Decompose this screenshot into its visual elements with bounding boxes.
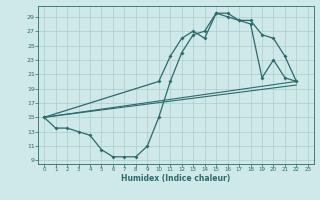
X-axis label: Humidex (Indice chaleur): Humidex (Indice chaleur) [121, 174, 231, 183]
